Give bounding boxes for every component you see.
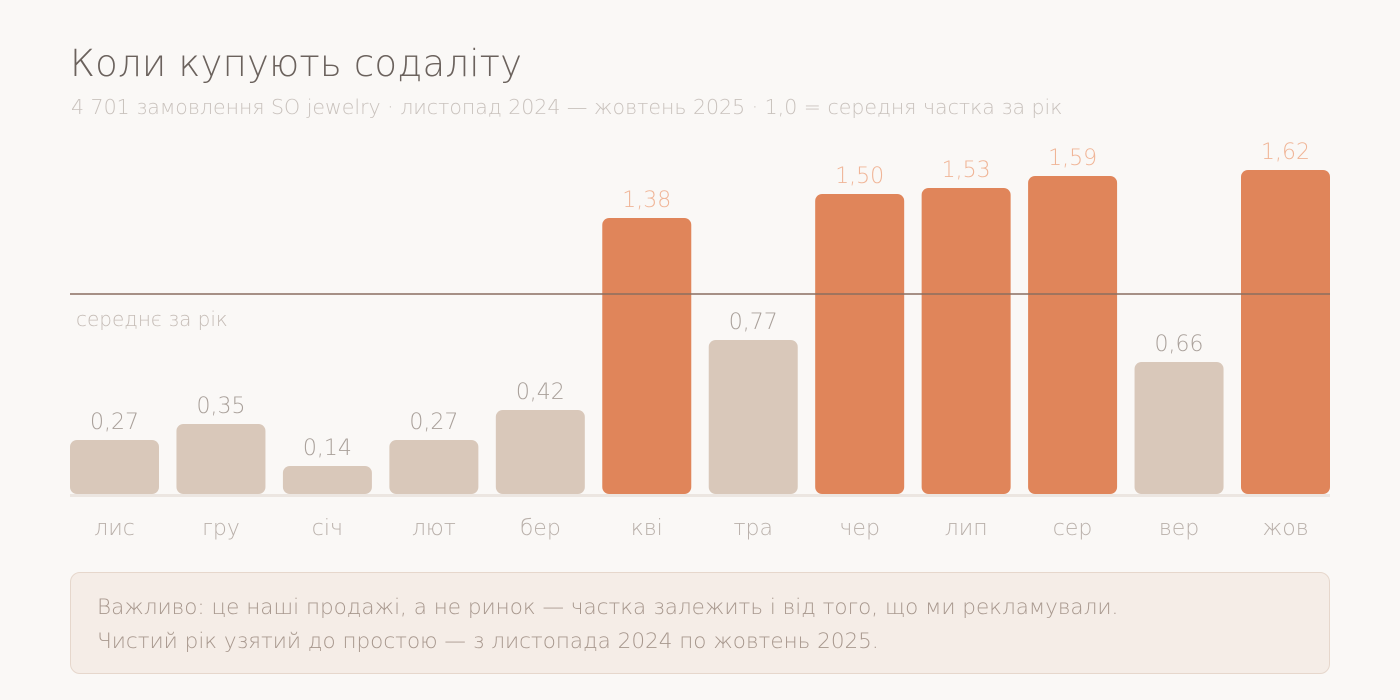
note-box: Важливо: це наші продажі, а не ринок — ч…	[70, 572, 1330, 674]
value-label-8: 1,53	[942, 158, 991, 183]
value-label-2: 0,14	[303, 436, 352, 461]
bar-6	[708, 340, 798, 494]
value-label-1: 0,35	[196, 394, 245, 419]
bar-11	[1241, 170, 1330, 494]
note-line-2: Чистий рік узятий до простою — з листопа…	[97, 629, 879, 654]
value-label-9: 1,59	[1048, 146, 1097, 171]
category-label-8: лип	[945, 516, 988, 541]
value-label-7: 1,50	[835, 164, 884, 189]
category-label-9: сер	[1053, 516, 1093, 541]
category-label-1: гру	[202, 516, 240, 541]
value-label-6: 0,77	[729, 310, 778, 335]
category-label-7: чер	[839, 516, 880, 541]
category-label-6: тра	[733, 516, 773, 541]
note-line-1: Важливо: це наші продажі, а не ринок — ч…	[97, 595, 1119, 620]
chart-subtitle: 4 701 замовлення SO jewelry · листопад 2…	[71, 95, 1063, 119]
category-label-3: лют	[412, 516, 456, 541]
value-label-11: 1,62	[1261, 140, 1310, 165]
bar-10	[1134, 362, 1224, 494]
average-line-label: середнє за рік	[76, 307, 228, 331]
value-label-5: 1,38	[622, 188, 671, 213]
x-axis-baseline	[70, 494, 1330, 497]
category-label-10: вер	[1159, 516, 1199, 541]
category-label-0: лис	[94, 516, 135, 541]
bar-9	[1028, 176, 1118, 494]
bar-5	[602, 218, 692, 494]
category-label-4: бер	[520, 516, 561, 541]
bar-1	[176, 424, 266, 494]
category-label-11: жов	[1262, 516, 1308, 541]
category-label-5: кві	[631, 516, 663, 541]
bar-2	[282, 466, 372, 494]
value-label-0: 0,27	[90, 410, 139, 435]
bar-8	[921, 188, 1011, 494]
value-label-10: 0,66	[1155, 332, 1204, 357]
value-label-3: 0,27	[409, 410, 458, 435]
bar-0	[70, 440, 159, 494]
category-label-2: січ	[312, 516, 343, 541]
bar-7	[815, 194, 905, 494]
bar-chart: 0,27 лис 0,35 гру 0,14 січ 0,27 лют 0,42 бер 1,38 к…	[70, 140, 1330, 541]
chart-title: Коли купують содаліту	[70, 42, 523, 85]
value-label-4: 0,42	[516, 380, 565, 405]
bar-3	[389, 440, 479, 494]
bar-4	[495, 410, 585, 494]
